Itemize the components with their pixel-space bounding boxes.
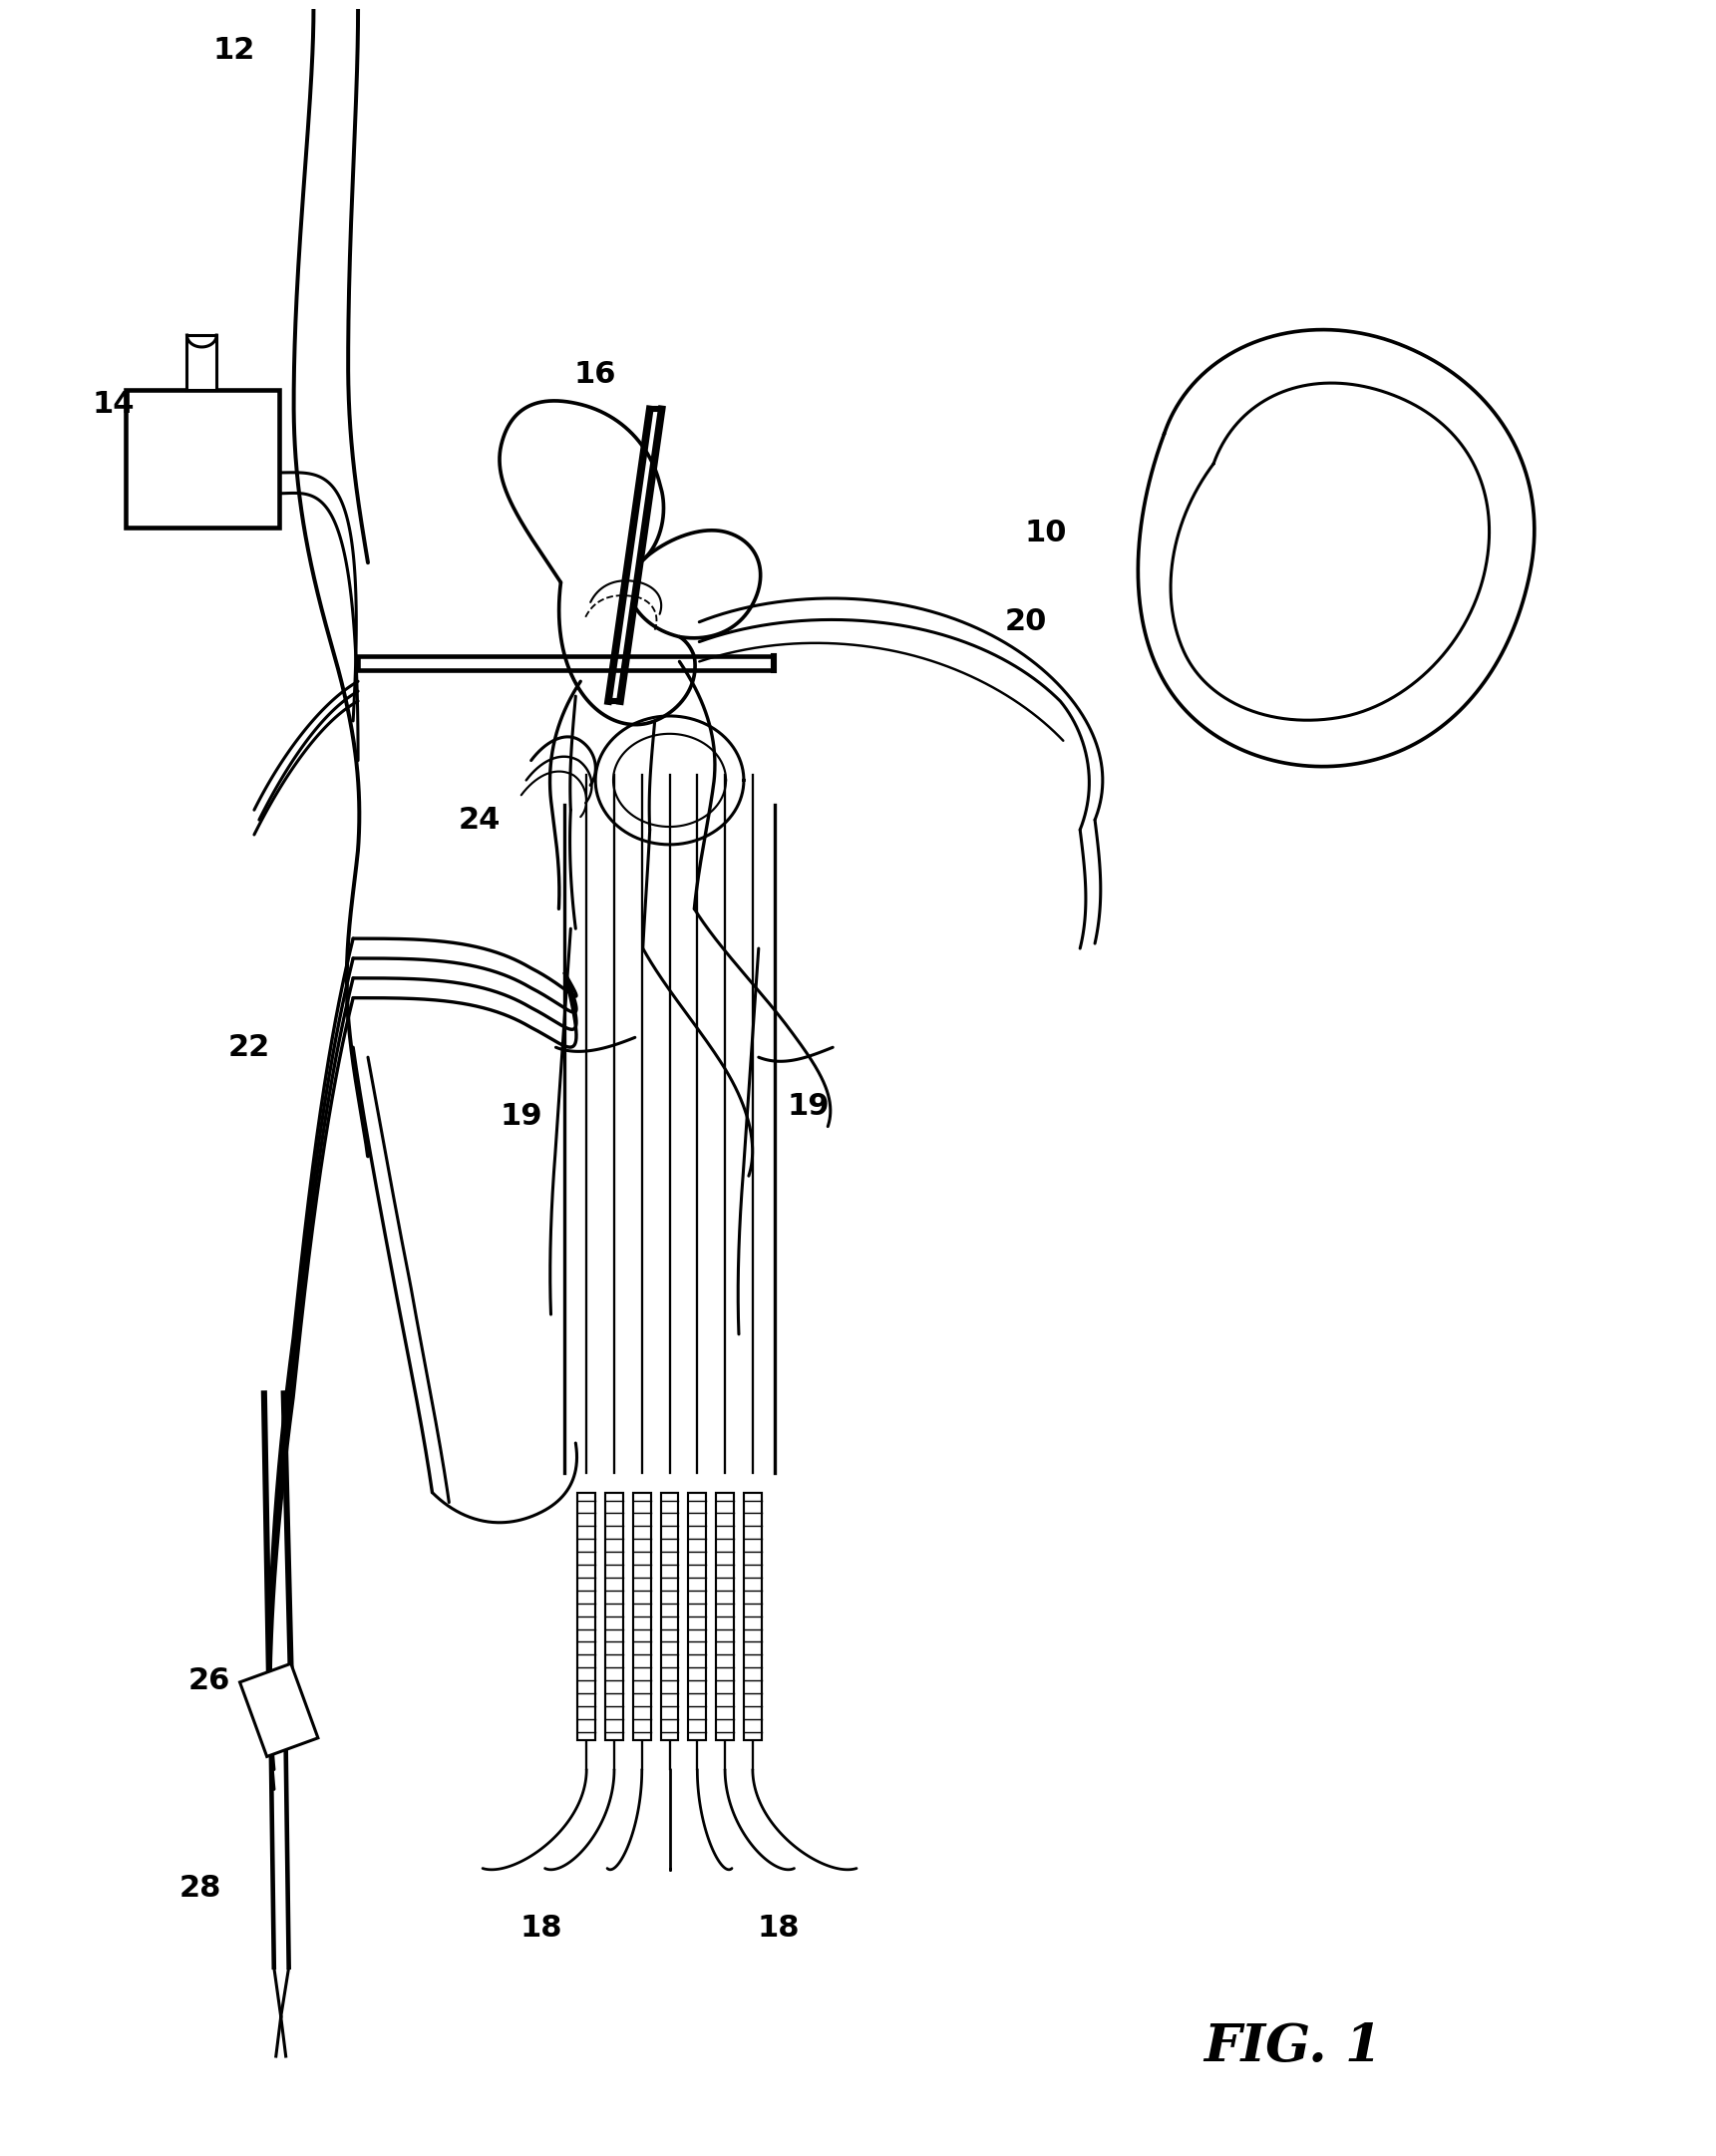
Text: 18: 18 (520, 1912, 563, 1943)
Text: 16: 16 (575, 360, 616, 388)
Text: 19: 19 (499, 1102, 542, 1132)
Text: 24: 24 (458, 806, 501, 834)
Bar (359, 658, 774, 671)
Bar (633, 1492, 650, 1740)
Bar (125, 390, 280, 528)
Text: 10: 10 (1024, 517, 1067, 548)
Bar (743, 1492, 762, 1740)
Bar (688, 1492, 707, 1740)
Text: 14: 14 (93, 390, 136, 418)
Bar (661, 1492, 678, 1740)
Text: FIG. 1: FIG. 1 (1203, 2020, 1381, 2072)
Text: 22: 22 (228, 1033, 271, 1061)
Bar (606, 1492, 623, 1740)
Polygon shape (240, 1664, 317, 1757)
Bar (578, 1492, 595, 1740)
Text: 18: 18 (757, 1912, 800, 1943)
Text: 19: 19 (788, 1093, 829, 1121)
Text: 20: 20 (1004, 608, 1047, 636)
Text: 26: 26 (189, 1667, 232, 1695)
Bar (187, 334, 216, 390)
Text: 28: 28 (178, 1874, 221, 1902)
Text: 12: 12 (213, 37, 256, 65)
Bar (716, 1492, 734, 1740)
